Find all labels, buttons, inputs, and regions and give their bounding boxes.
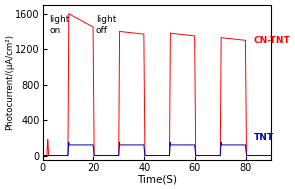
Text: CN-TNT: CN-TNT bbox=[253, 36, 290, 45]
X-axis label: Time(S): Time(S) bbox=[137, 174, 177, 184]
Text: light
on: light on bbox=[49, 15, 69, 35]
Text: light
off: light off bbox=[96, 15, 116, 35]
Y-axis label: Photocurrent/(μA/cm²): Photocurrent/(μA/cm²) bbox=[5, 34, 14, 130]
Text: TNT: TNT bbox=[253, 133, 273, 142]
